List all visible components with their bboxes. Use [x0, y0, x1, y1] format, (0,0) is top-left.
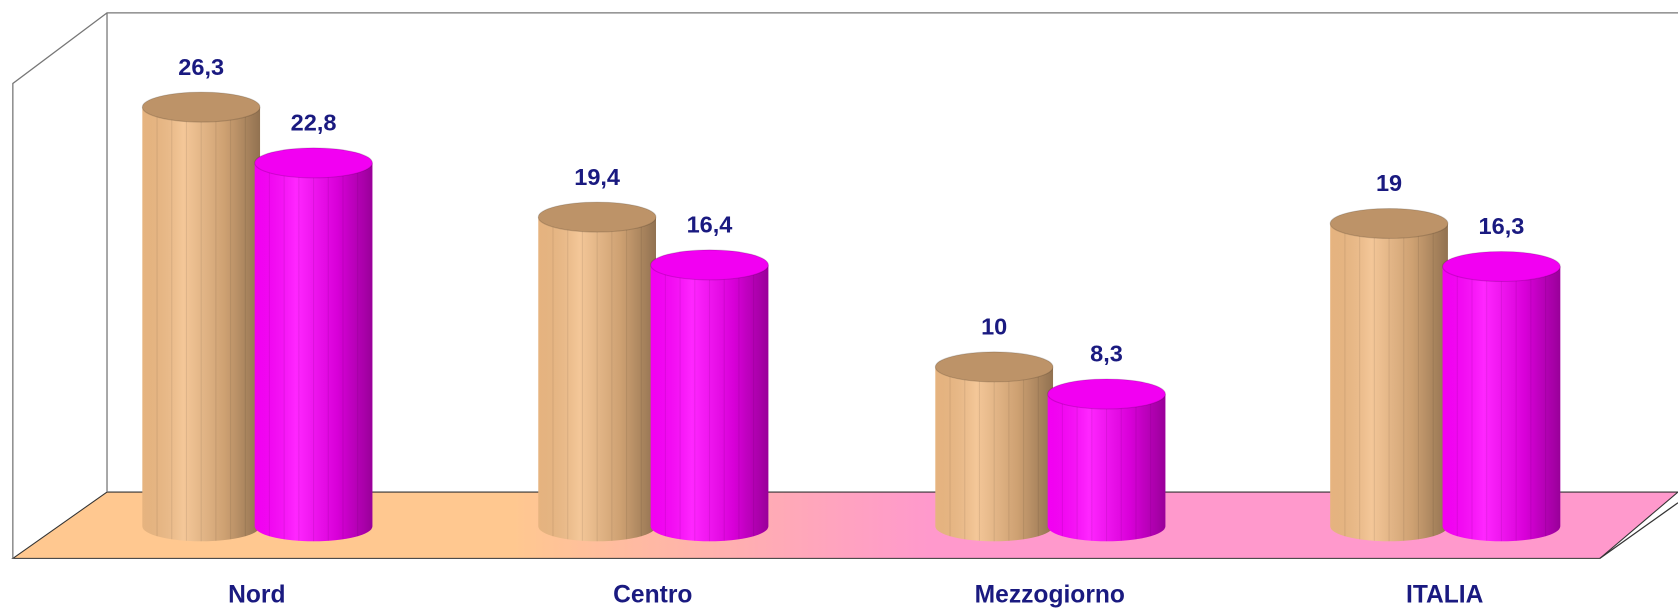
x-tick-label: Nord	[228, 581, 285, 608]
cylinder-top	[254, 147, 373, 179]
cylinder-top-shade	[1047, 379, 1166, 409]
cylinder-top-shade	[254, 147, 373, 178]
cylinder-top-shade	[650, 249, 769, 280]
floor	[11, 491, 1678, 559]
x-tick-label: Mezzogiorno	[975, 581, 1125, 608]
cylinder-shade	[1047, 393, 1166, 542]
cylinder-top	[1442, 250, 1561, 283]
value-label: 16,4	[687, 212, 733, 238]
cylinder-shade	[254, 162, 373, 542]
cylinder-top-shade	[1330, 208, 1448, 239]
cylinder-top	[537, 201, 657, 233]
cylinder-top	[934, 351, 1054, 383]
cylinder-shade	[650, 264, 769, 542]
value-label: 19,4	[574, 164, 620, 190]
cylinder-top	[1329, 207, 1449, 239]
value-label: 19	[1376, 170, 1402, 196]
cylinder-top-shade	[935, 351, 1054, 382]
cylinder-shade	[935, 366, 1054, 542]
cylinder-top	[141, 91, 261, 123]
cylinder-shade	[538, 217, 657, 542]
wall-edge	[12, 12, 1678, 559]
value-label: 26,3	[178, 54, 224, 80]
value-label: 10	[981, 314, 1007, 340]
cylinder-top	[1047, 378, 1166, 410]
cylinder-top	[650, 249, 769, 281]
cylinder-top-shade	[538, 202, 657, 233]
cylinder-shade	[142, 107, 261, 542]
cylinder-shade	[1330, 223, 1448, 542]
value-label: 8,3	[1090, 341, 1123, 367]
x-tick-label: Centro	[613, 581, 692, 608]
cylinder-top-shade	[1442, 251, 1561, 282]
cylinder-shade	[1442, 266, 1561, 542]
value-label: 16,3	[1479, 213, 1525, 239]
x-tick-label: ITALIA	[1406, 581, 1484, 608]
floor-edge	[1599, 502, 1678, 559]
value-label: 22,8	[291, 110, 337, 136]
cylinder-top-shade	[142, 92, 261, 123]
